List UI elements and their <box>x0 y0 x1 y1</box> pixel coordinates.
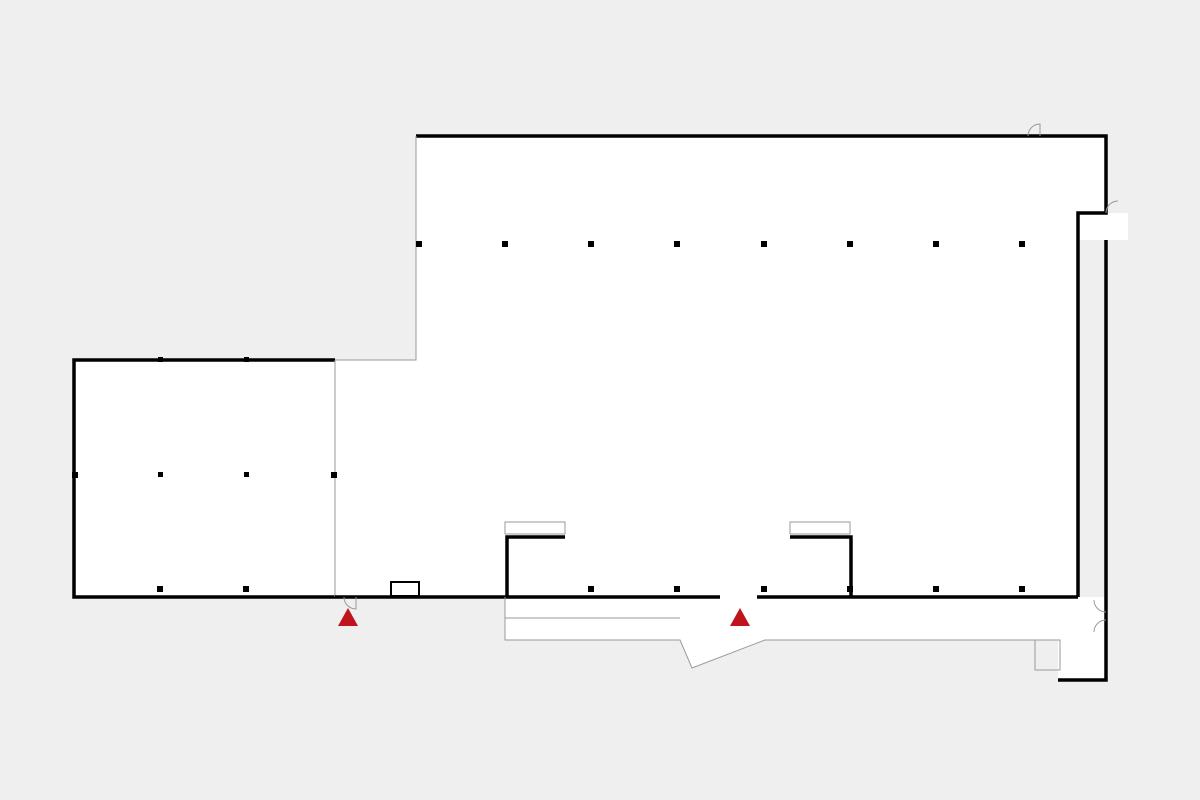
column <box>933 586 939 592</box>
door <box>1093 599 1107 613</box>
door <box>1105 200 1119 214</box>
glass-wall <box>335 136 417 361</box>
floor-areas <box>74 136 1128 680</box>
column <box>502 241 508 247</box>
columns <box>72 241 1025 592</box>
column <box>243 586 249 592</box>
door <box>1093 619 1107 633</box>
corridor-edge <box>504 597 1058 669</box>
stairs <box>789 521 851 535</box>
entrance-marker <box>338 608 358 626</box>
column <box>157 586 163 592</box>
wall <box>1058 240 1108 682</box>
column <box>847 241 853 247</box>
column <box>588 241 594 247</box>
column <box>674 241 680 247</box>
column <box>416 241 422 247</box>
column <box>761 241 767 247</box>
stair-wall <box>505 535 565 597</box>
main-hall <box>335 136 1106 597</box>
column <box>331 472 337 478</box>
column <box>761 586 767 592</box>
column <box>1019 241 1025 247</box>
column <box>244 357 249 362</box>
column <box>674 586 680 592</box>
column <box>1019 586 1025 592</box>
stairs <box>1034 639 1061 671</box>
walls <box>72 123 1119 682</box>
column <box>847 586 853 592</box>
column <box>244 472 249 477</box>
column <box>72 472 78 478</box>
door <box>1027 123 1041 137</box>
entrances <box>338 608 750 626</box>
stair-wall <box>790 535 853 597</box>
wall <box>72 358 335 599</box>
entrance-marker <box>730 608 750 626</box>
annex <box>74 360 335 597</box>
door <box>343 596 357 610</box>
column <box>933 241 939 247</box>
column <box>588 586 594 592</box>
column <box>158 357 163 362</box>
kiosk <box>390 581 420 597</box>
column <box>158 472 163 477</box>
side-exit <box>1078 213 1128 240</box>
stairs <box>504 521 566 535</box>
